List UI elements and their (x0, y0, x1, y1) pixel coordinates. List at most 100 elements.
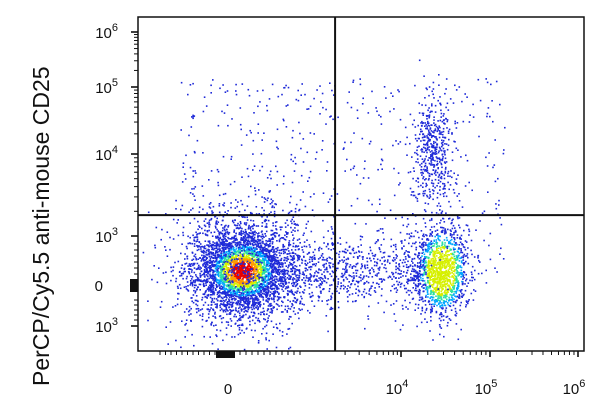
data-point (257, 303, 260, 305)
data-point (269, 280, 272, 283)
data-point (243, 308, 245, 310)
data-point (199, 232, 201, 234)
data-point (439, 247, 442, 249)
data-point (278, 296, 280, 298)
data-point (261, 262, 263, 264)
data-point (270, 263, 272, 265)
data-point (282, 286, 284, 288)
data-point (246, 250, 248, 253)
data-point (242, 232, 244, 235)
data-point (263, 259, 266, 262)
data-point (206, 281, 209, 284)
data-point (214, 316, 216, 318)
data-point (214, 280, 216, 282)
data-point (453, 298, 455, 301)
data-point (267, 219, 270, 222)
data-point (283, 245, 286, 248)
data-point (223, 290, 226, 292)
data-point (442, 299, 445, 302)
data-point (254, 276, 256, 279)
data-point (252, 244, 255, 247)
data-point (288, 243, 290, 246)
data-point (253, 291, 255, 293)
data-point (246, 273, 249, 275)
data-point (214, 254, 216, 257)
data-point (439, 333, 441, 336)
data-point (226, 297, 228, 299)
data-point (327, 230, 329, 232)
data-point (245, 224, 247, 226)
data-point (262, 288, 264, 291)
data-point (250, 253, 253, 256)
data-point (450, 256, 453, 259)
data-point (252, 270, 255, 272)
data-point (250, 219, 252, 222)
data-point (227, 284, 230, 287)
data-point (188, 211, 190, 213)
data-point (215, 220, 218, 222)
data-point (192, 281, 195, 283)
data-point (207, 264, 209, 266)
data-point (439, 253, 441, 256)
data-point (449, 272, 451, 275)
data-point (261, 287, 263, 289)
data-point (185, 288, 188, 290)
data-point (219, 264, 222, 267)
data-point (323, 259, 325, 261)
data-point (235, 232, 237, 235)
data-point (250, 306, 252, 309)
data-point (462, 259, 465, 261)
data-point (251, 291, 253, 294)
data-point (187, 290, 190, 292)
data-point (210, 246, 213, 248)
data-point (229, 282, 232, 284)
data-point (219, 287, 221, 289)
data-point (179, 270, 181, 273)
data-point (210, 252, 213, 255)
data-point (269, 276, 272, 279)
data-point (249, 280, 251, 282)
data-point (257, 240, 260, 242)
data-point (275, 272, 277, 274)
data-point (243, 276, 246, 278)
data-point (214, 225, 217, 228)
data-point (175, 277, 178, 280)
data-point (272, 233, 274, 236)
data-point (222, 270, 225, 272)
data-point (468, 230, 471, 233)
data-point (467, 300, 470, 303)
data-point (284, 234, 286, 237)
data-point (204, 256, 206, 258)
data-point (272, 200, 274, 202)
data-point (217, 283, 220, 285)
data-point (236, 320, 239, 322)
data-point (215, 267, 218, 270)
data-point (203, 268, 206, 271)
data-point (233, 336, 236, 338)
data-point (440, 226, 442, 229)
data-point (269, 311, 271, 314)
data-point (222, 277, 224, 279)
data-point (201, 299, 203, 301)
data-point (255, 272, 258, 275)
data-point (282, 301, 284, 304)
data-point (440, 271, 442, 273)
data-point (200, 267, 202, 269)
data-point (199, 266, 201, 268)
data-point (218, 211, 221, 214)
data-point (309, 312, 311, 314)
data-point (227, 269, 229, 272)
data-point (230, 206, 232, 209)
data-point (263, 254, 266, 257)
data-point (235, 286, 237, 288)
data-point (233, 259, 236, 262)
data-point (198, 279, 201, 282)
data-point (201, 318, 204, 321)
data-point (213, 263, 216, 266)
data-point (433, 243, 436, 245)
data-point (190, 313, 192, 315)
data-point (436, 304, 438, 307)
data-point (216, 228, 218, 231)
data-point (253, 259, 255, 262)
